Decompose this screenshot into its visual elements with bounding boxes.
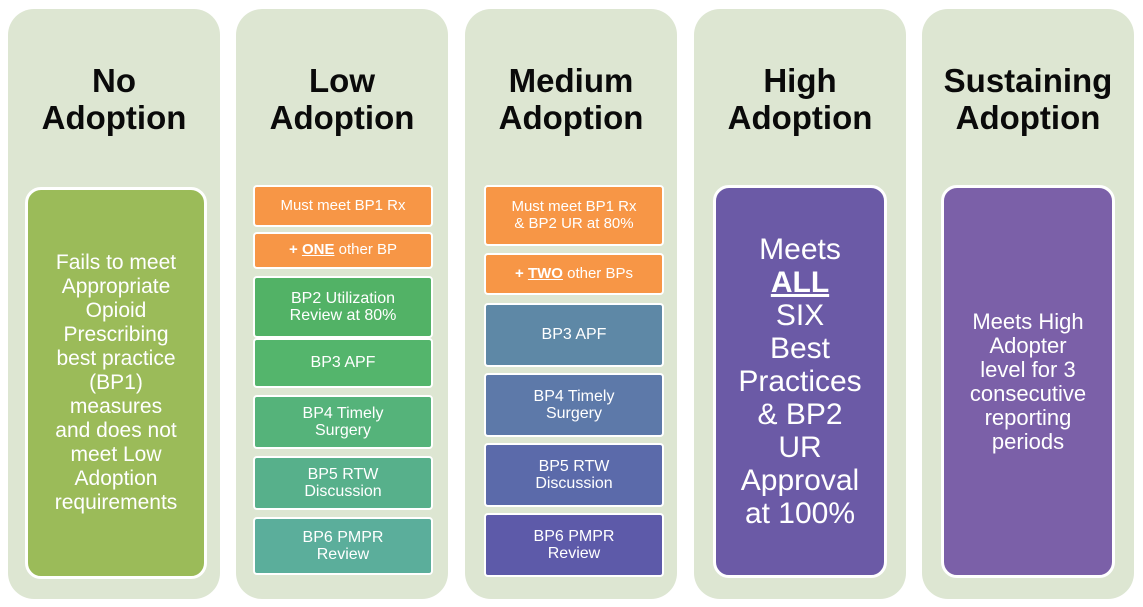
title-line-2: Adoption [727,99,873,136]
title-line-2: Adoption [955,99,1101,136]
title-line-2: Adoption [498,99,644,136]
title-line-1: Low [309,62,375,99]
desc-line: Meets High [972,308,1084,334]
desc-line: meet Low [70,443,162,466]
item-line: Review at 80% [289,307,397,324]
column-title: No Adoption [8,62,220,136]
desc-line: Best [769,332,831,365]
desc-line: & BP2 [757,398,843,431]
plus-sign: + [289,241,302,259]
desc-line: Approval [740,464,860,497]
desc-line: Practices [738,365,862,398]
title-line-1: Sustaining [943,62,1113,99]
item-line: Must meet BP1 Rx [511,198,637,216]
item-line: Review [316,546,370,563]
desc-line: consecutive [969,380,1087,406]
desc-line: Fails to meet [55,251,177,274]
column-no-adoption: No Adoption Fails to meet Appropriate Op… [8,9,220,599]
bp3-apf-box: BP3 APF [253,338,433,388]
bp5-rtw-discussion-box: BP5 RTW Discussion [484,443,664,507]
column-title: Sustaining Adoption [922,62,1134,136]
item-text: Must meet BP1 Rx [280,196,406,214]
bp2-utilization-box: BP2 Utilization Review at 80% [253,276,433,338]
title-line-2: Adoption [269,99,415,136]
desc-line: measures [69,395,163,418]
item-line: & BP2 UR at 80% [514,214,634,232]
desc-line: Adoption [74,467,158,490]
desc-line: best practice [56,347,176,370]
requirement-must-meet-bp1: Must meet BP1 Rx [253,185,433,227]
item-line: Surgery [545,405,602,422]
desc-line: Prescribing [63,323,169,346]
item-line: Discussion [535,475,613,492]
no-adoption-description-box: Fails to meet Appropriate Opioid Prescri… [25,187,207,579]
requirement-must-meet-bp1-bp2: Must meet BP1 Rx & BP2 UR at 80% [484,185,664,246]
desc-line: reporting [984,404,1072,430]
bp6-pmpr-review-box: BP6 PMPR Review [484,513,664,577]
item-line: Discussion [304,483,382,500]
desc-line: Opioid [85,299,147,322]
desc-text: SIX [775,299,825,332]
item-line: BP6 PMPR [302,528,384,546]
item-line: BP5 RTW [307,465,379,483]
desc-line: at 100% [744,497,856,530]
bp4-timely-surgery-box: BP4 Timely Surgery [253,395,433,449]
desc-line: periods [991,428,1065,454]
title-line-1: High [763,62,837,99]
bp5-rtw-discussion-box: BP5 RTW Discussion [253,456,433,510]
title-line-2: Adoption [41,99,187,136]
item-text: other BPs [562,264,633,282]
item-line: BP4 Timely [533,387,615,405]
bp4-timely-surgery-box: BP4 Timely Surgery [484,373,664,437]
requirement-one-other-bp: + ONE other BP [253,232,433,269]
desc-line: (BP1) [89,371,143,394]
item-line: BP4 Timely [302,404,384,422]
column-high-adoption: High Adoption Meets ALL SIX Best Practic… [694,9,906,599]
requirement-two-other-bps: + TWO other BPs [484,253,664,295]
item-line: BP6 PMPR [533,527,615,545]
desc-line: and does not [55,419,177,442]
desc-line: requirements [54,491,178,514]
emphasis-text: ONE [301,241,335,259]
column-title: High Adoption [694,62,906,136]
desc-line: UR [778,431,822,464]
emphasis-text: ALL [770,266,830,299]
desc-line: Adopter [989,332,1067,358]
title-line-1: No [92,62,136,99]
bp3-apf-box: BP3 APF [484,303,664,367]
title-line-1: Medium [508,62,634,99]
emphasis-text: TWO [527,264,563,282]
column-medium-adoption: Medium Adoption Must meet BP1 Rx & BP2 U… [465,9,677,599]
desc-line: level for 3 [980,356,1076,382]
item-line: BP2 Utilization [290,289,396,307]
desc-line: Meets [759,233,841,266]
high-adoption-description-box: Meets ALL SIX Best Practices & BP2 UR Ap… [713,185,887,578]
item-text: BP3 APF [541,326,607,344]
item-line: BP5 RTW [538,457,610,475]
bp6-pmpr-review-box: BP6 PMPR Review [253,517,433,575]
column-title: Medium Adoption [465,62,677,136]
column-sustaining-adoption: Sustaining Adoption Meets High Adopter l… [922,9,1134,599]
column-title: Low Adoption [236,62,448,136]
item-line: Surgery [314,422,371,439]
item-text: BP3 APF [310,354,376,372]
item-line: Review [547,545,601,562]
desc-line: Appropriate [61,275,171,298]
plus-sign: + [515,264,528,282]
item-text: other BP [334,241,397,259]
sustaining-adoption-description-box: Meets High Adopter level for 3 consecuti… [941,185,1115,578]
column-low-adoption: Low Adoption Must meet BP1 Rx + ONE othe… [236,9,448,599]
